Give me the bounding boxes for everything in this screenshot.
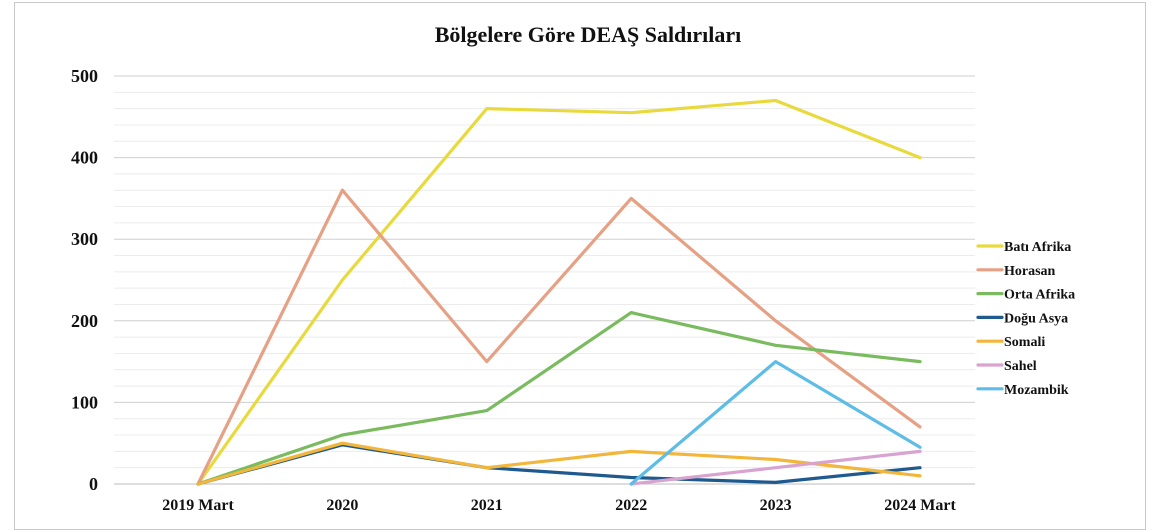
x-tick-label: 2019 Mart	[162, 497, 234, 514]
x-tick-label: 2023	[760, 497, 792, 514]
legend-label: Orta Afrika	[1004, 288, 1075, 303]
legend-label: Horasan	[1004, 264, 1056, 279]
y-tick-label: 400	[71, 148, 98, 168]
x-tick-label: 2021	[471, 497, 503, 514]
y-tick-label: 0	[89, 474, 98, 494]
y-tick-label: 100	[71, 392, 98, 412]
legend: Batı Afrika Horasan Orta Afrika Doğu Asya So…	[976, 240, 1075, 398]
x-axis-ticks: 2019 Mart 2020 2021 2022 2023 2024 Mart	[162, 497, 956, 514]
legend-label: Sahel	[1004, 359, 1037, 374]
y-tick-label: 500	[71, 66, 98, 86]
x-tick-label: 2020	[326, 497, 358, 514]
chart-frame	[14, 2, 1146, 530]
chart-title: Bölgelere Göre DEAŞ Saldırıları	[435, 22, 742, 47]
legend-label: Batı Afrika	[1004, 240, 1071, 255]
y-tick-label: 200	[71, 311, 98, 331]
y-axis-ticks: 0 100 200 300 400 500	[71, 66, 98, 494]
legend-label: Somali	[1004, 335, 1045, 350]
series-line	[629, 360, 922, 486]
series-line	[196, 441, 922, 486]
x-tick-label: 2022	[615, 497, 647, 514]
legend-label: Mozambik	[1004, 383, 1069, 398]
x-tick-label: 2024 Mart	[884, 497, 956, 514]
series-line	[196, 188, 922, 486]
series-line	[196, 98, 922, 486]
y-tick-label: 300	[71, 229, 98, 249]
series-line	[629, 449, 922, 486]
gridlines	[114, 75, 975, 469]
series-lines	[196, 98, 922, 486]
legend-label: Doğu Asya	[1004, 311, 1068, 326]
series-line	[196, 311, 922, 486]
